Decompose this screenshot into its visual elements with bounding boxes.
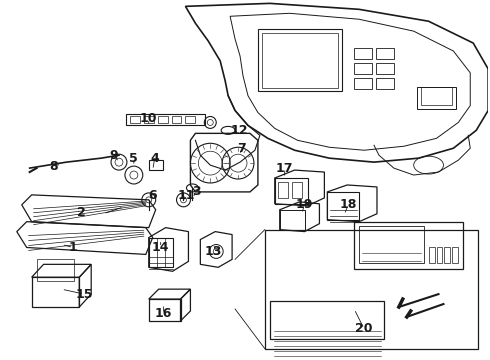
Bar <box>158 117 168 123</box>
Text: 15: 15 <box>75 288 93 301</box>
Bar <box>37 260 74 281</box>
Bar <box>437 247 442 264</box>
Text: 5: 5 <box>129 152 138 165</box>
Bar <box>420 87 452 105</box>
Bar <box>149 238 172 267</box>
Text: 4: 4 <box>150 152 159 165</box>
Bar <box>376 48 394 59</box>
Bar <box>354 48 372 59</box>
Bar <box>429 247 435 264</box>
Text: 13: 13 <box>204 245 222 258</box>
Text: 2: 2 <box>77 206 86 219</box>
Text: 17: 17 <box>276 162 294 175</box>
Text: 12: 12 <box>230 124 248 137</box>
Text: 8: 8 <box>49 159 58 172</box>
Text: 19: 19 <box>296 198 313 211</box>
Bar <box>130 117 140 123</box>
Bar <box>265 230 478 349</box>
Bar <box>327 192 359 220</box>
Bar <box>292 182 301 198</box>
Bar <box>354 63 372 74</box>
Bar <box>149 160 163 170</box>
Text: 14: 14 <box>152 241 170 254</box>
Text: 7: 7 <box>237 142 245 155</box>
Text: 18: 18 <box>340 198 357 211</box>
Bar <box>144 117 154 123</box>
Text: 3: 3 <box>192 185 201 198</box>
Bar <box>376 78 394 89</box>
Text: 9: 9 <box>110 149 118 162</box>
Text: 20: 20 <box>355 322 373 336</box>
Bar <box>452 247 458 264</box>
Bar <box>185 117 196 123</box>
Text: 1: 1 <box>69 241 78 254</box>
Text: 11: 11 <box>178 189 195 202</box>
Bar <box>359 226 424 264</box>
Bar <box>126 113 205 125</box>
Bar <box>416 87 456 109</box>
Bar <box>280 210 305 230</box>
Text: 10: 10 <box>140 112 157 125</box>
Bar <box>262 33 338 88</box>
Bar <box>258 29 342 91</box>
Bar <box>172 117 181 123</box>
Bar <box>354 222 464 269</box>
Text: 16: 16 <box>155 307 172 320</box>
Bar <box>354 78 372 89</box>
Text: 6: 6 <box>148 189 157 202</box>
Bar <box>444 247 450 264</box>
Bar <box>275 178 308 204</box>
Bar <box>278 182 288 198</box>
Bar <box>270 301 384 339</box>
Bar <box>376 63 394 74</box>
